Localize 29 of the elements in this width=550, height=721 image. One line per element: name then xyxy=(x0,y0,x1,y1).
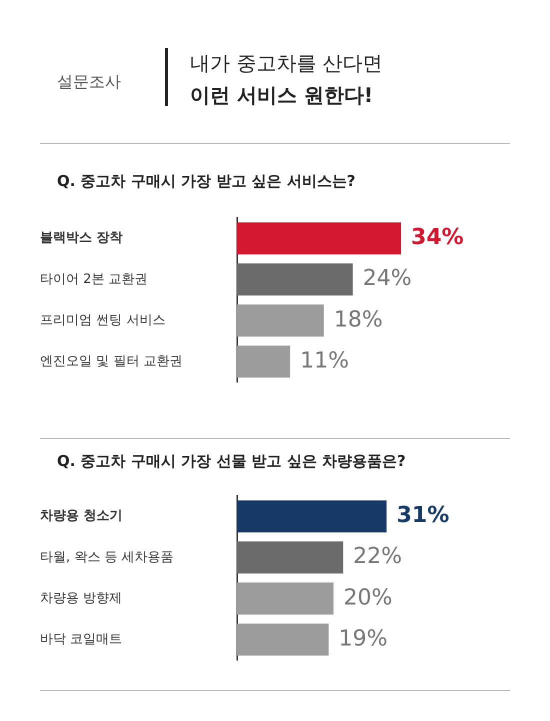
data-label: 19% xyxy=(338,626,388,652)
bar xyxy=(237,346,290,378)
y-tick-label: 타이어 2본 교환권 xyxy=(40,272,148,287)
data-label: 24% xyxy=(362,266,412,292)
data-label: 22% xyxy=(353,544,402,570)
text: 설문조사 xyxy=(57,72,121,93)
data-label: 11% xyxy=(300,348,349,374)
y-tick-label: 엔진오일 및 필터 교환권 xyxy=(40,354,182,370)
data-label: 20% xyxy=(344,585,392,610)
text: 내가 중고차를 산다면 xyxy=(190,50,383,77)
data-label: 18% xyxy=(334,307,383,332)
bar xyxy=(237,624,329,656)
bar xyxy=(237,304,324,337)
bar xyxy=(237,582,334,615)
text: 이런 서비스 원한다! xyxy=(190,82,374,109)
data-label: 34% xyxy=(411,225,464,250)
chart-title: Q. 중고차 구매시 가장 선물 받고 싶은 차량용품은? xyxy=(57,452,406,471)
bar xyxy=(237,500,387,532)
y-tick-label: 바닥 코일매트 xyxy=(40,632,122,648)
bar xyxy=(237,263,353,296)
y-tick-label: 타월, 왁스 등 세차용품 xyxy=(40,550,174,565)
y-tick-label: 프리미엄 썬팅 서비스 xyxy=(40,312,166,328)
chart-title: Q. 중고차 구매시 가장 받고 싶은 서비스는? xyxy=(57,172,356,191)
y-tick-label: 차량용 방향제 xyxy=(40,590,122,606)
data-label: 31% xyxy=(396,503,450,528)
y-tick-label: 차량용 청소기 xyxy=(40,508,123,524)
bar xyxy=(237,222,402,254)
y-tick-label: 블랙박스 장착 xyxy=(40,230,123,246)
bar xyxy=(237,541,344,574)
